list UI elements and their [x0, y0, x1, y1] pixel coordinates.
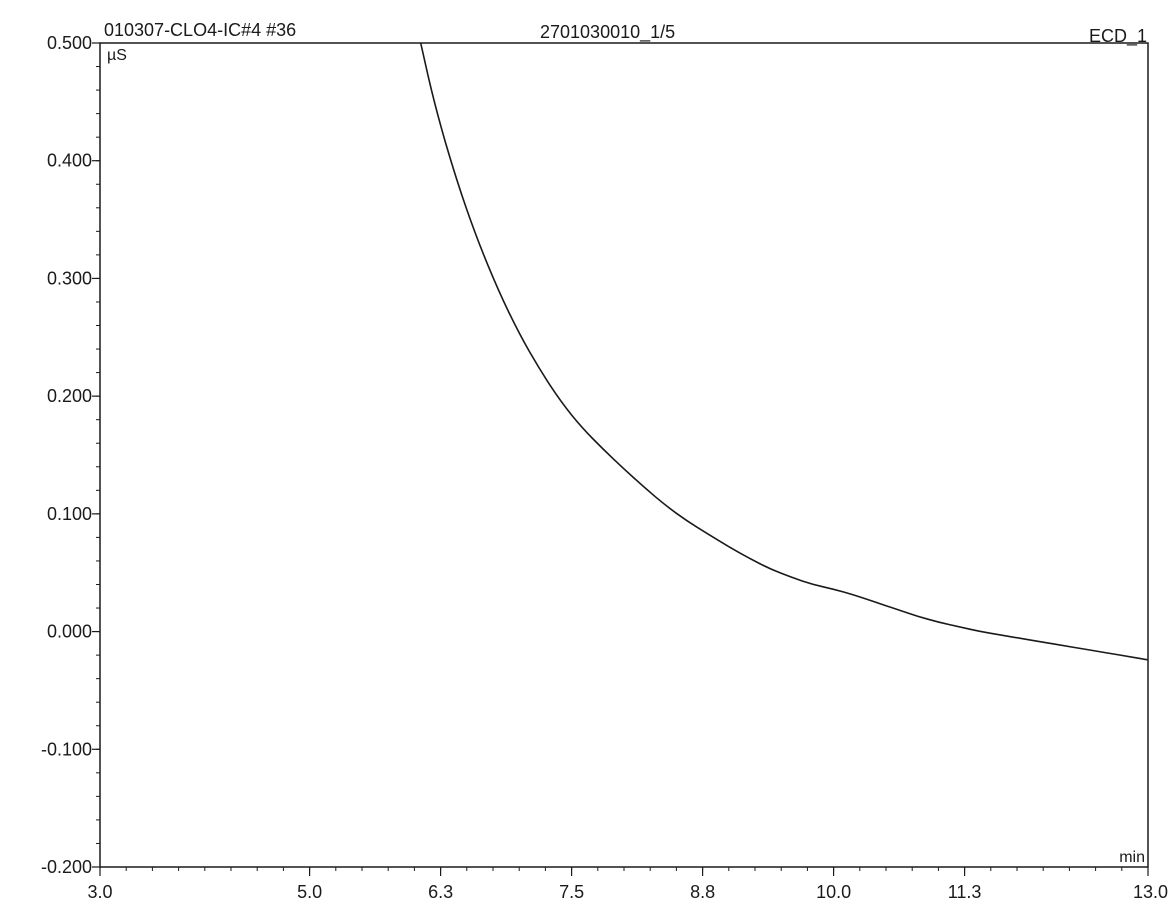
x-tick-label: 8.8: [690, 882, 715, 902]
x-tick-label: 3.0: [87, 882, 112, 902]
x-tick-label: 5.0: [297, 882, 322, 902]
y-tick-label: 0.100: [47, 504, 92, 524]
header-detector-channel: ECD_1: [1089, 26, 1147, 47]
y-tick-label: 0.300: [47, 268, 92, 288]
x-tick-label: 7.5: [559, 882, 584, 902]
y-tick-label: -0.100: [41, 739, 92, 759]
y-axis-unit-label: µS: [107, 47, 127, 64]
conductivity-trace: [419, 42, 1149, 661]
plot-frame: [99, 42, 1149, 868]
x-tick-label: 13.0: [1133, 882, 1168, 902]
x-tick-label: 6.3: [428, 882, 453, 902]
header-sample-name: 010307-CLO4-IC#4 #36: [104, 20, 296, 40]
header-sequence-id: 2701030010_1/5: [540, 22, 675, 43]
y-tick-label: 0.500: [47, 33, 92, 53]
x-tick-label: 10.0: [816, 882, 851, 902]
y-axis: 0.500 0.400 0.300 0.200 0.100 0.000 -0.100 -0.2…: [41, 33, 100, 877]
y-tick-label: 0.000: [47, 622, 92, 642]
x-axis-unit-label: min: [1119, 849, 1145, 866]
x-axis: 3.0 5.0 6.3 7.5 8.8 10.0 11.3 13.0: [87, 867, 1168, 902]
y-tick-label: 0.400: [47, 151, 92, 171]
series-layer: [419, 42, 1149, 661]
y-tick-label: -0.200: [41, 857, 92, 877]
x-tick-label: 11.3: [948, 882, 982, 902]
y-tick-label: 0.200: [47, 386, 92, 406]
